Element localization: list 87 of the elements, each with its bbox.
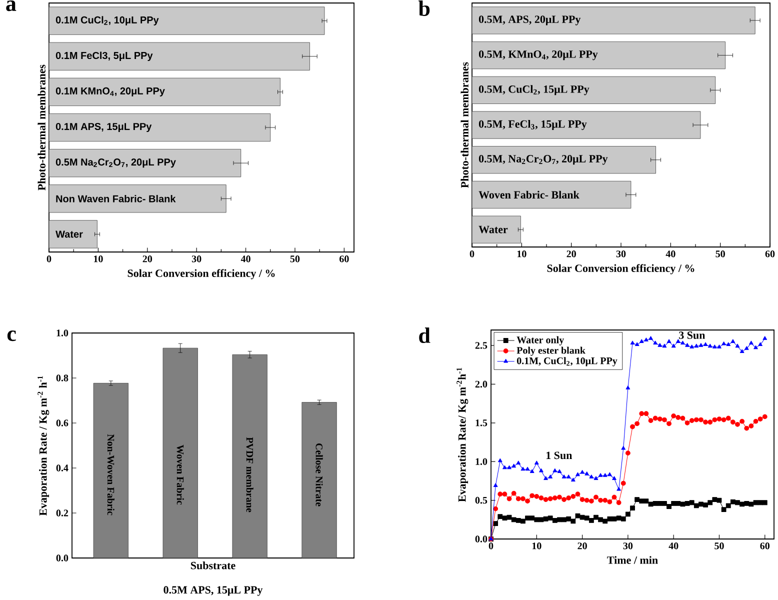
bar: [49, 78, 280, 106]
x-tick-label: 0: [470, 250, 474, 258]
bar: [49, 42, 310, 70]
y-axis-title: Photo-thermal membranes: [460, 62, 468, 188]
x-tick-label: 0: [46, 256, 52, 262]
y-tick-label: 0.0: [56, 554, 68, 562]
x-tick-label: 60: [760, 542, 770, 550]
bar: [472, 6, 756, 34]
x-tick-label: 10: [94, 256, 103, 262]
x-tick-label: 30: [192, 256, 202, 262]
legend-label: Water only: [516, 336, 564, 346]
x-tick-label: 60: [765, 250, 775, 258]
x-tick-label: 30: [623, 542, 633, 550]
bar: [93, 382, 128, 558]
chart-title: a: [6, 0, 16, 12]
bar: [49, 113, 271, 142]
annotation: 3 Sun: [679, 332, 706, 339]
y-tick-label: 0.5: [475, 496, 488, 504]
x-tick-label: Woven Fabric: [176, 444, 184, 505]
annotation: 1 Sun: [546, 452, 572, 460]
y-tick-label: 0.5M Na$_{2}$Cr$_{2}$O$_{7}$, 20μL PPy: [56, 158, 176, 168]
y-tick-label: 0.5M, FeCl$_{3}$, 15μL PPy: [478, 120, 587, 130]
y-tick-label: 1.5: [476, 420, 488, 426]
y-tick-label: 0.2: [56, 510, 68, 516]
x-tick-label: 10: [532, 542, 542, 550]
x-tick-label: Cellose Nitrate: [316, 443, 323, 506]
chart-title: b: [418, 0, 430, 16]
y-tick-label: 0.5M, KMnO$_{4}$, 20μL PPy: [478, 50, 598, 60]
text: 0.5M APS, 15μL PPy: [164, 586, 263, 596]
x-tick-label: Non-Woven Fabric: [107, 434, 114, 516]
y-tick-label: 0.5M, Na$_{2}$Cr$_{2}$O$_{7}$, 20μL PPy: [478, 155, 608, 165]
y-tick-label: 0.8: [56, 374, 68, 382]
y-tick-label: 2.0: [475, 380, 488, 388]
y-tick-label: Water: [478, 226, 508, 234]
bar: [472, 111, 701, 139]
y-tick-label: 1.0: [476, 458, 488, 465]
bar: [162, 348, 198, 558]
x-tick-label: 50: [716, 250, 725, 258]
y-tick-label: 0.6: [56, 420, 68, 426]
bar: [49, 184, 226, 213]
y-tick-label: Non Waven Fabric- Blank: [56, 194, 176, 202]
y-axis-title: Photo-thermal membranes: [38, 64, 46, 190]
bar: [49, 220, 98, 248]
x-axis-title: Solar Conversion efficiency / %: [128, 269, 275, 280]
legend-label: Poly ester blank: [516, 346, 586, 356]
x-tick-label: 40: [240, 256, 250, 262]
y-tick-label: 0.1M CuCl$_{2}$, 10μL PPy: [56, 16, 159, 26]
x-tick-label: PVDF membrane: [246, 437, 254, 512]
x-axis-title: Substrate: [190, 562, 236, 570]
y-tick-label: 0.1M FeCl3, 5μL PPy: [56, 52, 153, 62]
x-axis-title: Solar Conversion efficiency / %: [547, 264, 694, 274]
bar: [232, 354, 268, 558]
y-tick-label: 0.4: [56, 464, 68, 472]
bar: [49, 149, 242, 178]
x-tick-label: 40: [666, 250, 676, 258]
y-tick-label: 2.5: [475, 342, 488, 349]
legend-label: 0.1M, CuCl$_{2}$, 10μL PPy: [516, 357, 618, 366]
y-tick-label: 0.5M, APS, 20μL PPy: [478, 16, 581, 26]
x-axis-title: Time / min: [607, 556, 658, 564]
x-tick-label: 0: [488, 542, 494, 550]
bar: [472, 76, 716, 104]
x-tick-label: 50: [290, 256, 300, 262]
y-tick-label: Water: [56, 230, 83, 238]
x-tick-label: 50: [714, 542, 724, 550]
x-tick-label: 60: [340, 256, 349, 262]
y-tick-label: Woven Fabric- Blank: [478, 190, 580, 199]
y-axis-title: Evaporation Rate / Kg m$^{-2}$ h$^{-1}$: [38, 376, 50, 516]
x-tick-label: 20: [566, 250, 576, 258]
y-tick-label: 0.0: [475, 536, 488, 542]
x-tick-label: 40: [668, 542, 678, 550]
bar: [472, 216, 521, 244]
chart-title: c: [7, 330, 16, 342]
y-tick-label: 0.1M KMnO$_{4}$, 20μL PPy: [56, 87, 165, 96]
bar: [49, 6, 325, 35]
x-tick-label: 20: [578, 542, 587, 550]
x-tick-label: 10: [517, 250, 526, 258]
x-tick-label: 30: [616, 250, 626, 258]
y-axis-title: Evaporation Rate/ Kg m$^{-2}$h$^{-1}$: [456, 368, 468, 502]
y-tick-label: 1.0: [56, 330, 68, 336]
y-tick-label: 0.5M, CuCl$_{2}$, 15μL PPy: [478, 85, 590, 96]
chart-title: d: [419, 328, 430, 344]
bar: [472, 180, 632, 209]
bar: [302, 402, 337, 558]
x-tick-label: 20: [142, 256, 152, 262]
y-tick-label: 0.1M APS, 15μL PPy: [56, 122, 152, 132]
bar: [472, 42, 726, 70]
bar: [472, 146, 656, 174]
